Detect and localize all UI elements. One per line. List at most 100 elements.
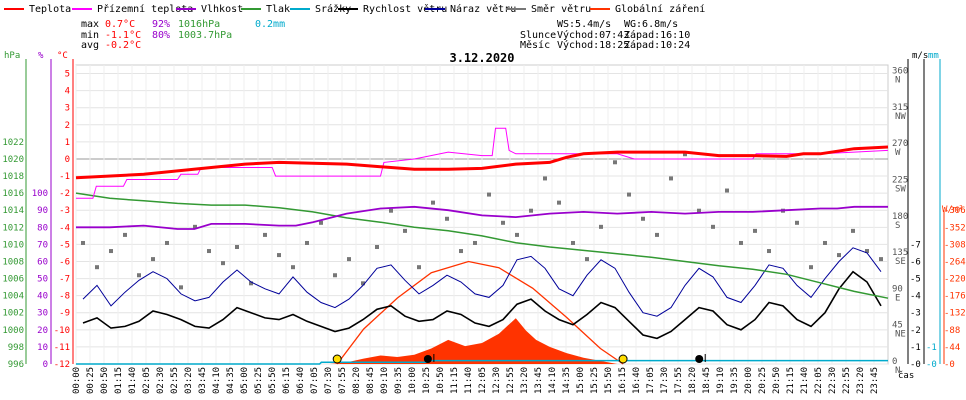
x-tick-label: 16:40 (632, 367, 642, 394)
stat-moon-label: Měsíc (520, 39, 550, 51)
hpa-tick-label: 996 (8, 360, 24, 370)
wind-dir-point (403, 228, 407, 233)
hpa-tick-label: 1016 (2, 189, 24, 199)
dir-tick-deg: 270 (892, 139, 908, 149)
wind-dir-point (809, 265, 813, 270)
wind-dir-point (879, 257, 883, 262)
x-tick-label: 14:35 (562, 367, 572, 394)
legend-label-srazky: Srážky (315, 3, 351, 15)
hpa-tick-label: 1010 (2, 240, 24, 250)
dir-tick-deg: 360 (892, 67, 908, 77)
wind-dir-point (739, 240, 743, 245)
wind-dir-point (529, 208, 533, 213)
wind-dir-point (655, 232, 659, 237)
x-tick-label: 17:55 (674, 367, 684, 394)
x-tick-label: 09:10 (380, 367, 390, 394)
c-tick-label: -12 (54, 360, 70, 370)
legend-label-teplota: Teplota (29, 4, 71, 15)
wm2-tick-label: -308 (944, 240, 966, 250)
x-tick-label: 05:25 (254, 367, 264, 394)
c-tick-label: -8 (59, 292, 70, 302)
legend-label-rychlost: Rychlost větru (363, 3, 447, 15)
x-tick-label: 12:55 (506, 367, 516, 394)
wind-dir-point (249, 281, 253, 286)
wm2-tick-label: -88 (944, 326, 960, 336)
c-axis-label: °C (57, 51, 68, 61)
stat-wg: WG:6.8m/s (624, 19, 678, 30)
wind-dir-point (389, 208, 393, 213)
x-tick-label: 20:25 (758, 367, 768, 394)
rain-line (76, 359, 888, 365)
stat-max-label: max (81, 19, 99, 30)
wind-dir-point (557, 200, 561, 205)
c-tick-label: -1 (59, 172, 70, 182)
x-tick-label: 10:00 (408, 367, 418, 394)
x-tick-label: 20:00 (744, 367, 754, 394)
wind-dir-point (347, 257, 351, 262)
ms-tick-label: -7 (910, 240, 921, 250)
ms-tick-label: -2 (910, 326, 921, 336)
dir-tick-label: W (895, 148, 901, 158)
wm2-tick-label: -396 (944, 206, 966, 216)
c-tick-label: 5 (65, 70, 70, 80)
c-tick-label: -7 (59, 275, 70, 285)
wind-dir-point (725, 188, 729, 193)
ms-axis-label: m/s (912, 51, 928, 61)
wind-dir-point (851, 228, 855, 233)
x-tick-label: 00:00 (72, 367, 82, 394)
wind-dir-point (753, 228, 757, 233)
pct-tick-label: 100 (32, 189, 48, 199)
wind-dir-point (263, 232, 267, 237)
ms-tick-label: -4 (910, 292, 921, 302)
wm2-tick-label: -132 (944, 309, 966, 319)
hpa-tick-label: 1022 (2, 138, 24, 148)
x-tick-label: 01:40 (128, 367, 138, 394)
legend-label-smer: Směr větru (531, 3, 591, 15)
pressure-line (75, 192, 889, 299)
pct-tick-label: 60 (37, 257, 48, 267)
stat-min-press: 1003.7hPa (178, 30, 232, 41)
wind-dir-point (109, 249, 113, 254)
x-tick-label: 22:55 (842, 367, 852, 394)
x-tick-label: 15:50 (604, 367, 614, 394)
hpa-tick-label: 1000 (2, 326, 24, 336)
wind-dir-point (333, 273, 337, 278)
pct-tick-label: 0 (43, 360, 48, 370)
wind-dir-point (837, 253, 841, 258)
pct-tick-label: 30 (37, 309, 48, 319)
dir-tick-label: S (895, 221, 900, 231)
stat-avg-label: avg (81, 40, 99, 51)
pct-axis-label: % (38, 51, 44, 61)
x-tick-label: 12:05 (478, 367, 488, 394)
dir-tick-deg: 180 (892, 212, 908, 222)
c-tick-label: 3 (65, 104, 70, 114)
dir-tick-deg: 90 (892, 284, 903, 294)
c-tick-label: 0 (65, 155, 70, 165)
x-tick-label: 04:10 (212, 367, 222, 394)
x-tick-label: 18:20 (688, 367, 698, 394)
wind-dir-point (207, 249, 211, 254)
pct-tick-label: 90 (37, 206, 48, 216)
pct-tick-label: 10 (37, 343, 48, 353)
stat-moonrise: Východ:18:25 (557, 39, 629, 51)
hpa-tick-label: 1020 (2, 155, 24, 165)
wind-dir-point (431, 200, 435, 205)
wm2-tick-label: -0 (944, 360, 955, 370)
wind-dir-point (81, 240, 85, 245)
dir-tick-label: NE (895, 330, 906, 340)
x-tick-label: 17:30 (660, 367, 670, 394)
c-tick-label: -3 (59, 206, 70, 216)
wind-dir-point (151, 257, 155, 262)
wind-dir-point (291, 265, 295, 270)
wind-dir-point (137, 273, 141, 278)
dir-tick-label: N (895, 366, 900, 376)
x-tick-label: 06:15 (282, 367, 292, 394)
legend-label-naraz: Náraz větru (450, 3, 516, 15)
moonrise-marker (695, 355, 704, 363)
gust-line (82, 247, 882, 317)
hpa-tick-label: 1012 (2, 223, 24, 233)
x-tick-label: 06:40 (296, 367, 306, 394)
sunrise-marker (332, 354, 342, 364)
radiation-clear-sky-line (336, 260, 624, 365)
